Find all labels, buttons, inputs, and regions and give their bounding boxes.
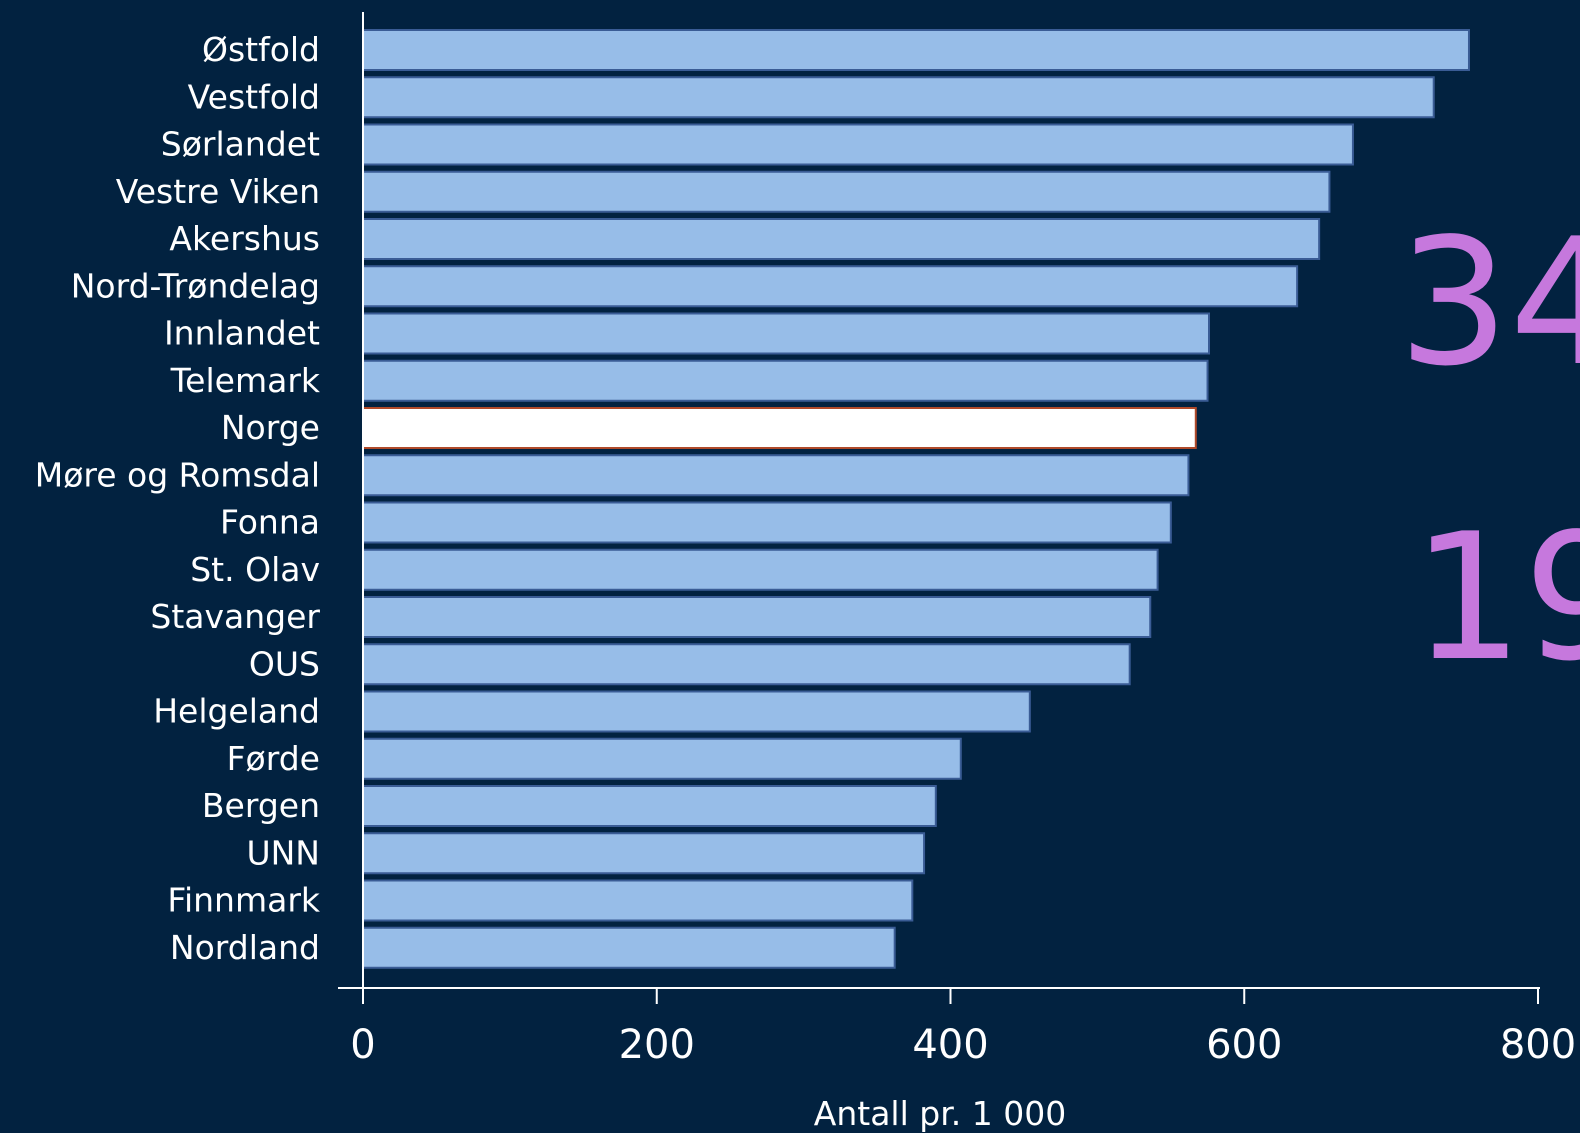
bar-17 <box>362 832 926 875</box>
bar-9 <box>362 454 1190 497</box>
overlay-number-top: 34 <box>1398 202 1580 405</box>
category-label-9: Møre og Romsdal <box>35 455 320 494</box>
category-label-2: Sørlandet <box>161 125 320 164</box>
bar-7 <box>362 359 1209 402</box>
bar-13 <box>362 643 1131 686</box>
category-label-19: Nordland <box>170 928 320 967</box>
bar-12 <box>362 596 1152 638</box>
bar-4 <box>362 218 1321 260</box>
category-label-13: OUS <box>249 644 320 683</box>
bar-11 <box>362 548 1159 591</box>
bar-15 <box>362 737 962 780</box>
bar-5 <box>362 265 1299 308</box>
category-label-16: Bergen <box>202 786 320 825</box>
x-tick-label-4: 800 <box>1500 1022 1576 1068</box>
category-label-14: Helgeland <box>153 692 320 731</box>
bar-8 <box>362 407 1197 449</box>
category-label-6: Innlandet <box>164 314 320 353</box>
overlay-number-bottom: 19 <box>1412 497 1580 700</box>
category-label-11: St. Olav <box>190 550 320 589</box>
x-tick-label-3: 600 <box>1206 1022 1282 1068</box>
category-label-17: UNN <box>246 833 320 872</box>
x-axis-title: Antall pr. 1 000 <box>814 1094 1066 1133</box>
bars-group <box>362 29 1470 969</box>
category-label-18: Finnmark <box>167 881 321 920</box>
bar-18 <box>362 879 914 922</box>
category-label-0: Østfold <box>202 30 320 69</box>
category-label-3: Vestre Viken <box>116 172 320 211</box>
category-label-12: Stavanger <box>150 597 320 636</box>
category-label-5: Nord-Trøndelag <box>71 266 320 305</box>
category-label-15: Førde <box>227 739 320 778</box>
bar-10 <box>362 501 1172 544</box>
bar-1 <box>362 76 1435 119</box>
x-ticks: 0 200 400 600 800 <box>350 988 1576 1068</box>
x-tick-label-2: 400 <box>912 1022 988 1068</box>
bar-14 <box>362 690 1031 733</box>
category-labels: Østfold Vestfold Sørlandet Vestre Viken Aker… <box>35 30 321 967</box>
category-label-4: Akershus <box>169 219 320 258</box>
bar-6 <box>362 312 1210 355</box>
bar-3 <box>362 170 1331 213</box>
bar-16 <box>362 785 937 827</box>
bar-2 <box>362 123 1354 166</box>
category-label-10: Fonna <box>220 503 320 542</box>
category-label-7: Telemark <box>170 361 321 400</box>
category-label-1: Vestfold <box>188 77 320 116</box>
x-tick-label-0: 0 <box>350 1022 375 1068</box>
bar-0 <box>362 29 1470 71</box>
category-label-8: Norge <box>221 408 320 447</box>
x-tick-label-1: 200 <box>619 1022 695 1068</box>
bar-19 <box>362 926 896 969</box>
